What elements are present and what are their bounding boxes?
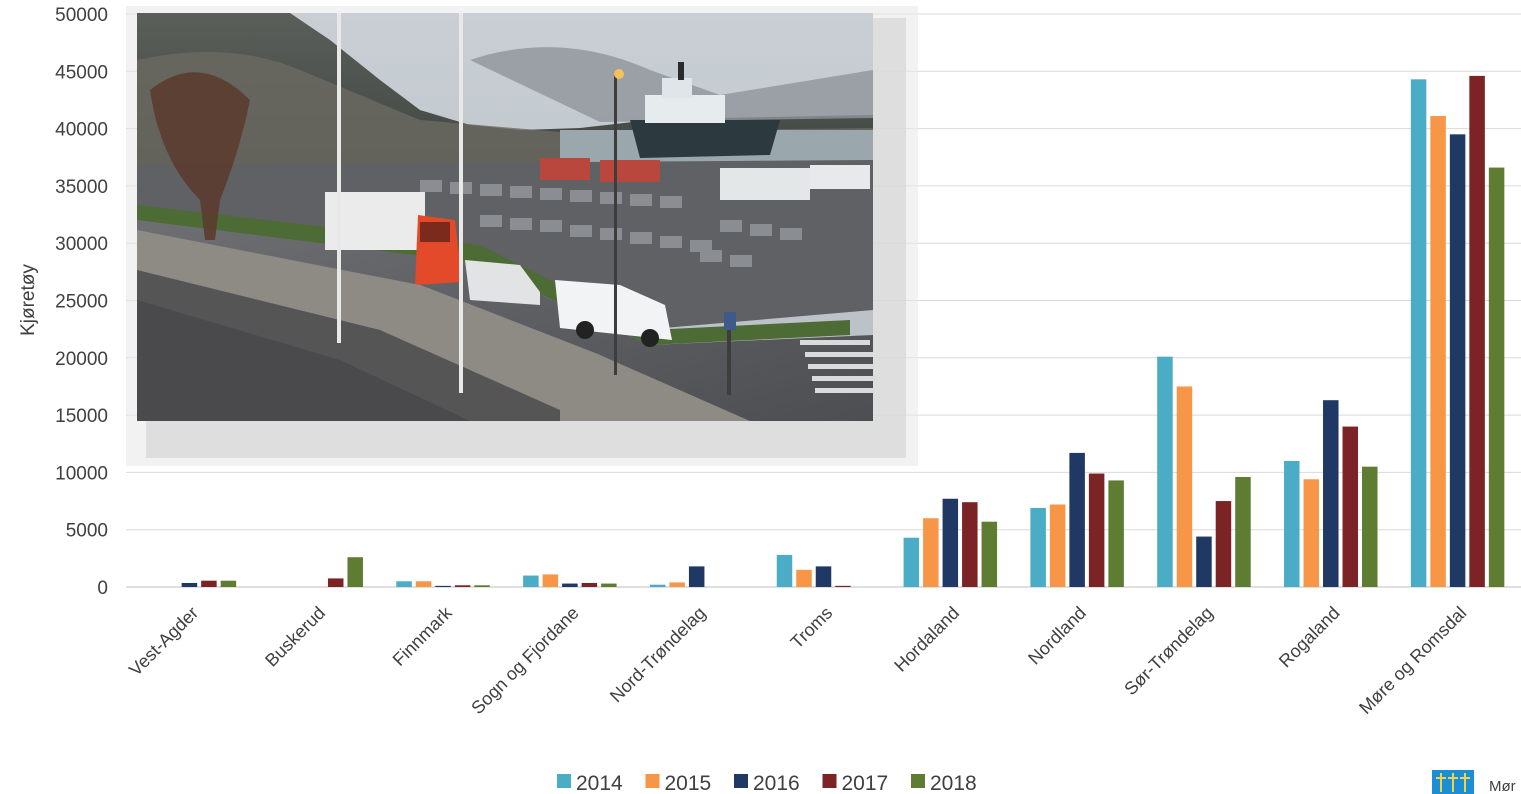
bar-2014 xyxy=(396,581,412,587)
bar-2015 xyxy=(796,569,812,587)
bar-2015 xyxy=(1303,479,1320,587)
ferry-queue-photo xyxy=(126,6,918,466)
y-tick-label: 15000 xyxy=(55,406,108,427)
bar-2015 xyxy=(415,581,432,587)
bar-2015 xyxy=(1176,386,1193,587)
bar-2018 xyxy=(1108,480,1124,587)
y-tick-label: 20000 xyxy=(55,349,108,370)
x-tick-label: Buskerud xyxy=(261,603,329,671)
y-tick-label: 35000 xyxy=(55,177,108,198)
bar-2016 xyxy=(1323,400,1339,587)
x-tick-label: Rogaland xyxy=(1275,603,1344,672)
y-tick-label: 5000 xyxy=(66,521,108,542)
bar-2014 xyxy=(1284,460,1300,587)
bar-2018 xyxy=(1488,167,1505,587)
legend-label: 2016 xyxy=(753,772,800,794)
x-tick-label: Hordaland xyxy=(890,603,963,676)
legend: 2014 2015 2016 2017 2018 xyxy=(557,772,977,794)
x-tick-label: Nord-Trøndelag xyxy=(606,603,710,707)
bar-2015 xyxy=(669,582,685,587)
bar-2016 xyxy=(562,583,578,587)
x-tick-label: Nordland xyxy=(1024,603,1090,669)
x-tick-label: Troms xyxy=(787,603,837,653)
bar-2018 xyxy=(474,585,490,587)
x-tick-label: Finnmark xyxy=(389,602,457,670)
bar-2014 xyxy=(649,584,666,587)
bar-2018 xyxy=(981,521,998,587)
bar-2014 xyxy=(1030,507,1046,587)
bar-2015 xyxy=(1049,504,1066,587)
y-tick-label: 30000 xyxy=(55,234,108,255)
y-tick-label: 10000 xyxy=(55,463,108,484)
bar-2017 xyxy=(454,585,471,587)
bar-2016 xyxy=(1069,452,1085,587)
bar-2014 xyxy=(903,537,920,587)
x-tick-label: Sør-Trøndelag xyxy=(1120,603,1216,699)
bar-2017 xyxy=(327,578,344,587)
legend-swatch xyxy=(557,774,571,788)
y-tick-label: 45000 xyxy=(55,62,108,83)
bar-2017 xyxy=(201,580,217,587)
logo-text: Mør xyxy=(1489,778,1516,794)
legend-label: 2014 xyxy=(576,772,623,794)
y-tick-label: 50000 xyxy=(55,5,108,26)
bar-2017 xyxy=(1088,473,1105,587)
bar-2018 xyxy=(1362,466,1378,587)
bar-2014 xyxy=(776,554,793,587)
legend-swatch xyxy=(645,774,660,788)
bar-2015 xyxy=(1430,115,1446,587)
bar-2016 xyxy=(435,585,451,587)
y-tick-label: 0 xyxy=(97,578,108,599)
legend-swatch xyxy=(734,774,748,788)
bar-2016 xyxy=(1196,536,1212,587)
bar-2017 xyxy=(1342,426,1359,587)
bar-2017 xyxy=(581,582,598,587)
bar-2017 xyxy=(1215,501,1232,587)
bar-2018 xyxy=(601,583,617,587)
y-tick-label: 40000 xyxy=(55,120,108,141)
y-axis-ticks: 0 5000 10000 15000 20000 25000 30000 35000 40000… xyxy=(55,5,108,599)
county-crest-icon xyxy=(1432,770,1474,794)
legend-swatch xyxy=(911,774,925,788)
legend-label: 2015 xyxy=(665,772,712,794)
bar-2018 xyxy=(347,557,363,587)
bars xyxy=(181,75,1505,588)
x-tick-label: Sogn og Fjordane xyxy=(467,603,582,718)
bar-2016 xyxy=(688,566,705,587)
bar-2015 xyxy=(923,518,939,587)
bar-2017 xyxy=(835,585,851,587)
bar-2014 xyxy=(1157,356,1173,587)
x-axis-labels: Vest-Agder Buskerud Finnmark Sogn og Fjorda… xyxy=(125,602,1470,718)
bar-2014 xyxy=(1410,79,1427,588)
legend-label: 2018 xyxy=(930,772,977,794)
bar-2018 xyxy=(220,580,237,587)
bar-2016 xyxy=(181,582,198,587)
y-axis-title: Kjøretøy xyxy=(18,264,39,336)
legend-label: 2017 xyxy=(842,772,889,794)
bar-2017 xyxy=(962,502,978,587)
y-tick-label: 25000 xyxy=(55,292,108,313)
bar-2014 xyxy=(523,575,539,587)
x-tick-label: Møre og Romsdal xyxy=(1355,603,1470,718)
legend-swatch xyxy=(822,774,837,788)
bar-2016 xyxy=(1449,134,1466,587)
bar-2016 xyxy=(815,566,832,587)
bar-2017 xyxy=(1469,75,1485,587)
bar-2018 xyxy=(1235,476,1251,587)
bar-2015 xyxy=(542,574,559,587)
bar-2016 xyxy=(942,498,959,587)
x-tick-label: Vest-Agder xyxy=(125,603,202,680)
